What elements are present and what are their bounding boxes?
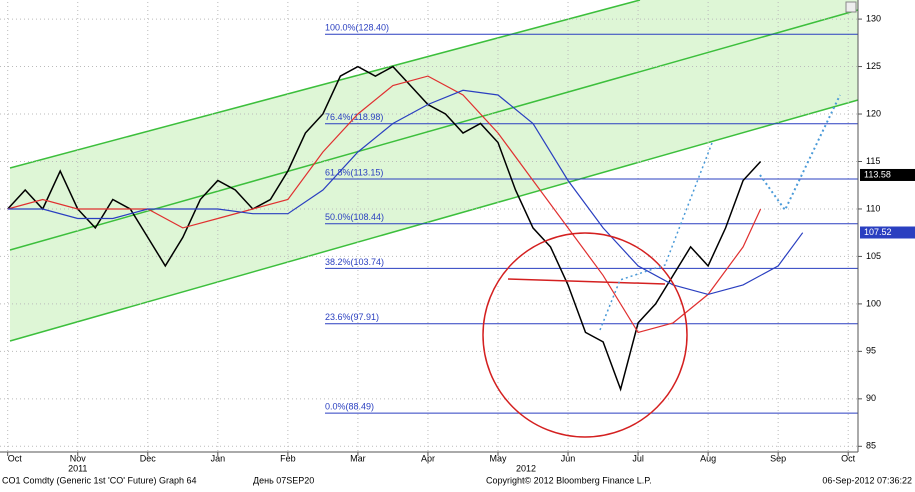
price-tag-label: 113.58 (864, 169, 891, 179)
neckline (507, 278, 666, 285)
x-tick-label: Aug (700, 453, 716, 463)
x-tick-label: Mar (350, 453, 366, 463)
year-label: 2012 (516, 463, 536, 473)
channel-line (9, 99, 859, 342)
y-tick-label: 85 (866, 441, 876, 451)
y-tick-label: 120 (866, 108, 881, 118)
footer-text: CO1 Comdty (Generic 1st 'CO' Future) Gra… (2, 475, 197, 485)
fib-label: 76.4%(118.98) (325, 112, 383, 122)
channel-line (9, 0, 641, 169)
price-tag (860, 168, 915, 181)
grid (0, 2, 858, 452)
channel-fill (10, 0, 858, 341)
year-label: 2011 (68, 463, 87, 473)
highlight-circle (482, 232, 688, 438)
fib-label: 23.6%(97.91) (325, 312, 379, 322)
fib-label: 100.0%(128.40) (325, 23, 389, 33)
channel-line (9, 9, 859, 251)
x-tick-label: Nov (70, 453, 87, 463)
fib-levels: 100.0%(128.40) 76.4%(118.98) 61.8%(113.15)… (325, 23, 858, 414)
x-tick-label: Sep (770, 453, 786, 463)
y-tick-label: 100 (866, 298, 881, 308)
fib-label: 61.8%(113.15) (325, 167, 383, 177)
axes: 85 90 95 100 105 110 115 120 125 130 Oct Nov Dec Jan F… (7, 13, 915, 473)
y-tick-label: 105 (866, 251, 881, 261)
y-tick-label: 110 (866, 203, 880, 213)
footer-text: 06-Sep-2012 07:36:22 (822, 475, 912, 485)
y-tick-label: 95 (866, 346, 876, 356)
y-tick-label: 115 (866, 156, 880, 166)
x-tick-label: Jan (211, 453, 226, 463)
y-tick-label: 125 (866, 61, 881, 71)
footer-text: Copyright© 2012 Bloomberg Finance L.P. (486, 475, 652, 485)
footer-text: День 07SEP20 (253, 475, 314, 485)
projection (599, 142, 713, 331)
fib-label: 38.2%(103.74) (325, 257, 384, 267)
chart-icon[interactable] (845, 1, 857, 13)
price-tag-label: 107.52 (864, 227, 892, 237)
fib-label: 50.0%(108.44) (325, 212, 384, 222)
x-tick-label: Feb (280, 453, 296, 463)
series-line (7, 89, 804, 296)
y-tick-label: 90 (866, 393, 876, 403)
x-tick-label: Dec (140, 453, 157, 463)
fib-label: 0.0%(88.49) (325, 402, 374, 412)
series-line (7, 65, 762, 392)
x-tick-label: Oct (8, 453, 23, 463)
x-tick-label: Jul (632, 453, 644, 463)
series-line (7, 75, 762, 334)
x-tick-label: Apr (421, 453, 435, 463)
x-tick-label: Oct (841, 453, 856, 463)
price-tag (860, 226, 915, 239)
y-tick-label: 130 (866, 13, 881, 23)
x-tick-label: May (489, 453, 507, 463)
series (7, 65, 804, 392)
x-tick-label: Jun (561, 453, 576, 463)
